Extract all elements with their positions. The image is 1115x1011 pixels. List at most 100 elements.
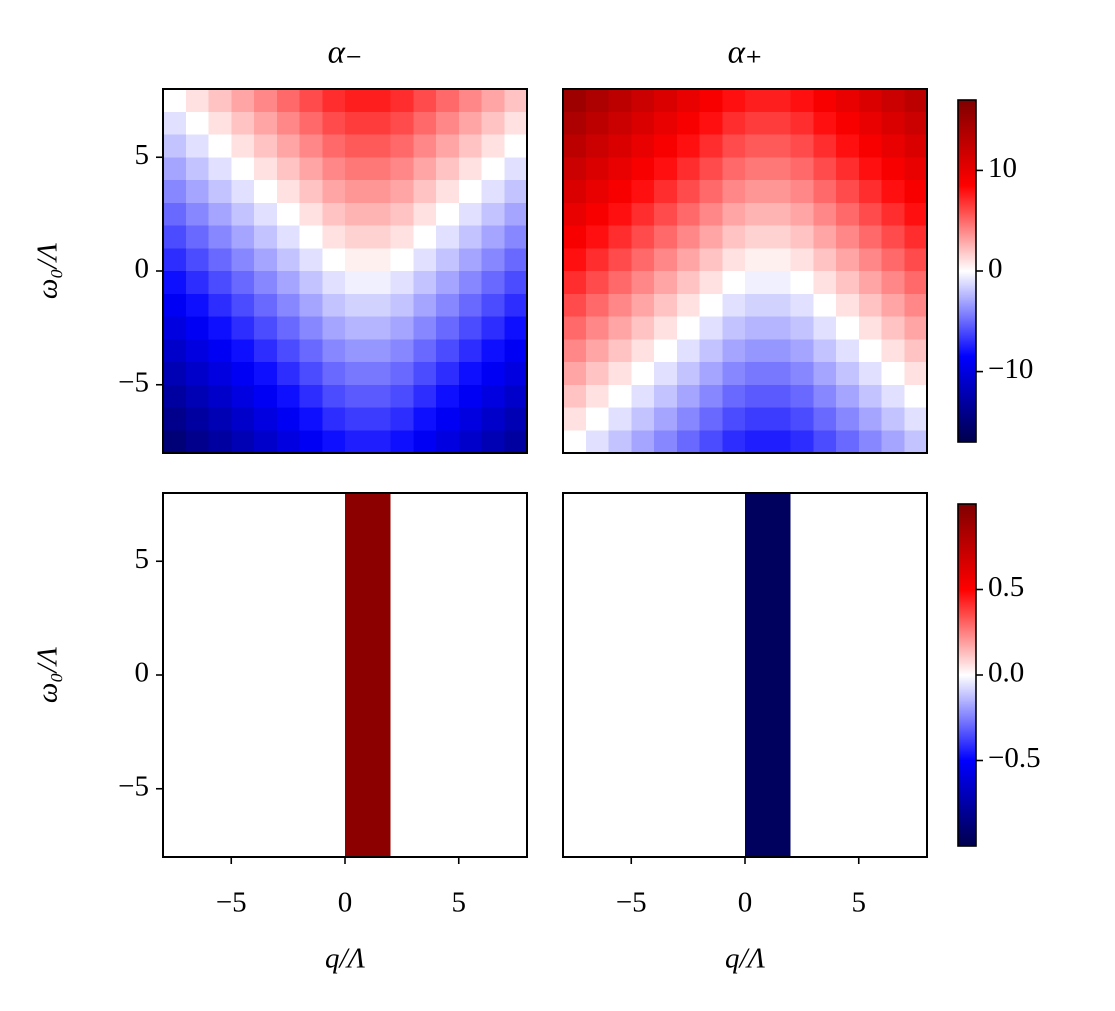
heatmap-cell <box>436 134 460 158</box>
heatmap-cell <box>322 111 346 136</box>
heatmap-cell <box>481 134 505 158</box>
heatmap-cell <box>608 134 632 158</box>
heatmap-cell <box>458 180 483 204</box>
heatmap-cell <box>254 111 278 136</box>
heatmap-cell <box>504 271 528 295</box>
heatmap-cell <box>276 493 301 585</box>
heatmap-cell <box>836 134 860 158</box>
heatmap-cell <box>481 584 505 676</box>
heatmap-cell <box>208 293 232 318</box>
heatmap-cell <box>881 89 905 113</box>
heatmap-cell <box>881 766 905 858</box>
heatmap-cell <box>367 271 392 295</box>
heatmap-cell <box>585 293 610 318</box>
heatmap-cell <box>231 339 255 363</box>
heatmap-cell <box>504 134 528 158</box>
heatmap-cell <box>608 225 632 249</box>
heatmap-cell <box>231 584 255 676</box>
heatmap-cell <box>767 157 792 181</box>
heatmap-cell <box>208 134 232 158</box>
heatmap-cell <box>836 584 860 676</box>
heatmap-cell <box>654 225 678 249</box>
heatmap-cell <box>745 157 769 181</box>
heatmap-cell <box>322 316 346 340</box>
heatmap-cell <box>722 339 746 363</box>
heatmap-cell <box>881 134 905 158</box>
heatmap-cell <box>458 134 483 158</box>
heatmap-cell <box>481 339 505 363</box>
heatmap-cell <box>813 89 837 113</box>
heatmap-cell <box>254 316 278 340</box>
heatmap-cell <box>367 407 392 431</box>
heatmap-cell <box>722 134 746 158</box>
heatmap-cell <box>881 111 905 136</box>
heatmap-cell <box>322 89 346 113</box>
heatmap-cell <box>390 248 414 272</box>
heatmap-cell <box>585 202 610 227</box>
heatmap-cell <box>745 766 769 858</box>
heatmap-cell <box>231 316 255 340</box>
heatmap-cell <box>904 766 928 858</box>
y-axis-label: ω₀/Λ <box>32 242 64 299</box>
heatmap-cell <box>208 407 232 431</box>
heatmap-cell <box>585 766 610 858</box>
heatmap-cell <box>504 180 528 204</box>
heatmap-cell <box>367 157 392 181</box>
heatmap-cell <box>163 339 187 363</box>
heatmap-cell <box>458 407 483 431</box>
heatmap-cell <box>904 675 928 767</box>
heatmap-cell <box>322 766 346 858</box>
heatmap-cell <box>345 339 369 363</box>
heatmap-cell <box>608 248 632 272</box>
heatmap-cell <box>631 293 655 318</box>
x-axis-label: q/Λ <box>725 943 766 975</box>
heatmap-cell <box>790 271 814 295</box>
heatmap-cell <box>163 202 187 227</box>
heatmap-cell <box>563 225 587 249</box>
heatmap-cell <box>163 584 187 676</box>
colorbar-tick-label: −10 <box>988 353 1033 385</box>
heatmap-cell <box>185 675 210 767</box>
heatmap-cell <box>722 111 746 136</box>
heatmap-cell <box>563 407 587 431</box>
heatmap-cell <box>481 271 505 295</box>
heatmap-cell <box>504 407 528 431</box>
heatmap-cell <box>185 316 210 340</box>
heatmap-cell <box>631 430 655 454</box>
heatmap-cell <box>276 293 301 318</box>
heatmap-cell <box>813 202 837 227</box>
heatmap-cell <box>676 584 701 676</box>
heatmap-cell <box>836 89 860 113</box>
heatmap-cell <box>299 293 323 318</box>
heatmap-cell <box>676 339 701 363</box>
heatmap-cell <box>676 766 701 858</box>
heatmap-cell <box>722 202 746 227</box>
heatmap-cell <box>185 430 210 454</box>
heatmap-cell <box>676 384 701 409</box>
heatmap-cell <box>458 430 483 454</box>
heatmap-cell <box>563 293 587 318</box>
heatmap-cell <box>790 430 814 454</box>
heatmap-cell <box>836 316 860 340</box>
heatmap-cell <box>185 293 210 318</box>
heatmap-cell <box>745 584 769 676</box>
heatmap-cell <box>745 111 769 136</box>
heatmap-cell <box>767 384 792 409</box>
heatmap-cell <box>231 493 255 585</box>
heatmap-cell <box>322 362 346 386</box>
heatmap-cell <box>276 225 301 249</box>
heatmap-cell <box>722 316 746 340</box>
heatmap-cell <box>299 493 323 585</box>
heatmap-cell <box>699 430 723 454</box>
heatmap-cell <box>163 362 187 386</box>
heatmap-cell <box>904 202 928 227</box>
heatmap-cell <box>631 111 655 136</box>
heatmap-cell <box>458 766 483 858</box>
heatmap-cell <box>481 407 505 431</box>
heatmap-cell <box>345 225 369 249</box>
heatmap-cell <box>231 248 255 272</box>
heatmap-cell <box>904 157 928 181</box>
heatmap-cell <box>458 89 483 113</box>
heatmap-cell <box>654 584 678 676</box>
heatmap-cell <box>813 584 837 676</box>
